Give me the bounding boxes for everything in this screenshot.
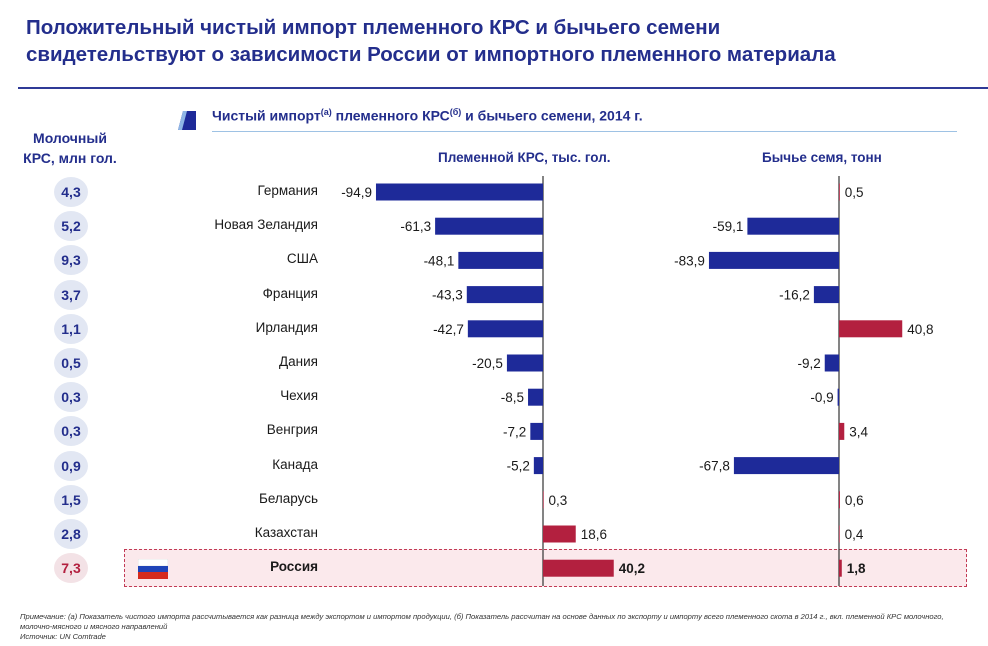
semen-bar [839,183,840,201]
semen-data-label: -83,9 [674,253,705,268]
semen-data-label: -59,1 [713,219,744,234]
dairy-cattle-value: 5,2 [54,211,88,242]
country-label: Канада [272,456,318,472]
semen-data-label: 40,8 [907,322,933,337]
subtitle-divider [212,131,957,132]
breeding-data-label: -43,3 [432,288,463,303]
dairy-cattle-value: 4,3 [54,177,88,207]
country-label: Россия [270,559,318,575]
breeding-bar [458,251,543,269]
dairy-cattle-value: 0,9 [54,450,88,481]
semen-bar [824,354,839,372]
breeding-bar [543,525,576,543]
semen-data-label: 0,5 [845,185,864,200]
title-line-1: Положительный чистый импорт племенного К… [26,16,721,39]
breeding-bar [435,217,543,235]
subtitle-footnote-b: (б) [449,107,462,117]
breeding-data-label: -5,2 [507,459,530,474]
country-label: Германия [257,183,318,198]
breeding-data-label: -42,7 [433,322,464,337]
breeding-data-label: -7,2 [503,424,526,439]
subtitle-part3: и бычьего семени, 2014 г. [461,107,643,124]
subtitle-marker-icon [178,111,196,130]
breeding-data-label: -20,5 [472,356,503,371]
footnotes: Примечание: (а) Показатель чистого импор… [20,612,975,642]
semen-bar [839,525,840,543]
semen-data-label: 0,4 [845,527,864,542]
breeding-bar [528,388,543,406]
dairy-cattle-value: 9,3 [54,245,88,276]
title-divider [18,87,988,89]
source-text: Источник: UN Comtrade [20,632,106,641]
country-label: Дания [279,354,318,369]
russia-flag-icon [138,559,168,579]
breeding-cattle-column-title: Племенной КРС, тыс. гол. [438,150,611,165]
dairy-header-line-2: КРС, млн гол. [23,150,117,166]
semen-data-label: -9,2 [797,356,820,371]
semen-bar [839,559,842,577]
country-label: США [286,251,318,267]
breeding-data-label: 0,3 [549,493,568,508]
page-title: Положительный чистый импорт племенного К… [26,14,976,68]
country-label: Беларусь [258,490,318,506]
breeding-bar [543,559,614,577]
semen-data-label: -0,9 [810,390,833,405]
semen-bar [839,422,845,440]
footnote-text: Примечание: (а) Показатель чистого импор… [20,612,944,631]
breeding-data-label: 40,2 [619,561,645,576]
country-label: Чехия [280,388,318,404]
semen-bar [813,286,839,304]
dairy-header-line-1: Молочный [33,130,107,146]
semen-data-label: 3,4 [849,424,868,439]
subtitle-part2: племенного КРС [331,107,450,124]
breeding-bar [533,457,543,475]
semen-data-label: 0,6 [845,493,864,508]
dairy-cattle-value: 7,3 [54,553,88,584]
country-label: Новая Зеландия [214,217,318,233]
semen-bar [733,457,839,475]
semen-data-label: 1,8 [847,561,866,576]
subtitle-footnote-a: (а) [320,107,332,117]
dairy-cattle-header: Молочный КРС, млн гол. [10,128,130,168]
semen-bar [839,491,840,509]
dairy-cattle-value: 3,7 [54,279,88,310]
breeding-data-label: -61,3 [400,219,431,234]
dairy-cattle-value: 2,8 [54,519,88,549]
dairy-cattle-value: 0,3 [54,416,88,447]
title-line-2: свидетельствуют о зависимости России от … [26,43,836,66]
semen-bar [747,217,839,235]
chart-subtitle: Чистый импорт(а) племенного КРС(б) и быч… [212,107,643,124]
breeding-data-label: -8,5 [501,390,524,405]
semen-bar [708,251,839,269]
breeding-data-label: -48,1 [424,253,455,268]
breeding-bar [466,286,543,304]
subtitle-part1: Чистый импорт [212,107,321,124]
breeding-bar [467,320,543,338]
semen-bar [837,388,839,406]
country-label: Ирландия [255,319,318,335]
breeding-data-label: -94,9 [341,185,372,200]
breeding-bar [506,354,543,372]
breeding-bar [375,183,543,201]
bull-semen-column-title: Бычье семя, тонн [762,150,882,165]
breeding-bar [530,422,543,440]
breeding-bar [543,491,544,509]
dairy-cattle-value: 0,3 [54,382,88,413]
dairy-cattle-value: 0,5 [54,348,88,378]
dairy-cattle-value: 1,1 [54,313,88,344]
semen-bar [839,320,903,338]
breeding-data-label: 18,6 [581,527,607,542]
semen-data-label: -67,8 [699,459,730,474]
country-label: Венгрия [266,422,318,438]
dairy-cattle-value: 1,5 [54,484,88,515]
country-label: Франция [262,285,318,301]
semen-data-label: -16,2 [779,288,810,303]
country-label: Казахстан [254,525,318,540]
